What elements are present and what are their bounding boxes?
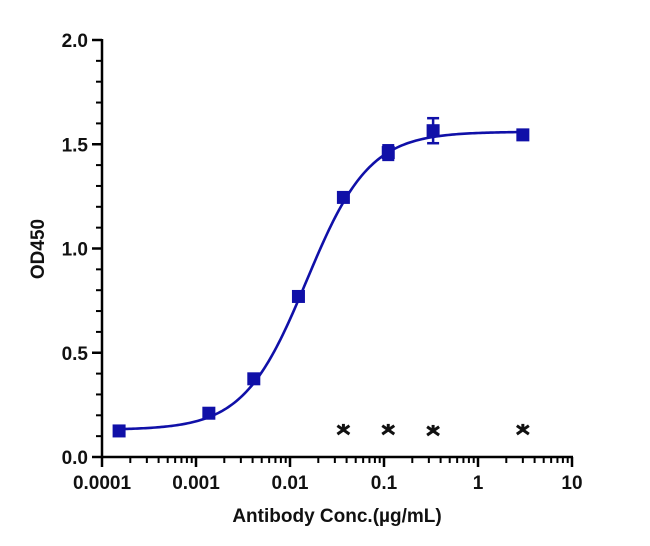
- x-tick-label: 10: [561, 473, 582, 494]
- x-tick-label: 0.01: [272, 473, 309, 494]
- series-control: [336, 423, 530, 437]
- data-point-square: [516, 128, 530, 142]
- x-tick-label: 0.0001: [73, 473, 132, 494]
- data-point-asterisk: [515, 423, 530, 436]
- y-tick-label: 2.0: [62, 31, 88, 52]
- data-point-asterisk: [336, 423, 351, 436]
- series-antibody: [112, 116, 530, 438]
- plot-area: [112, 116, 530, 438]
- data-point-square: [426, 124, 440, 138]
- y-tick-label: 1.0: [62, 240, 88, 261]
- y-axis: 0.0 0.5 1.0 1.5 2.0: [62, 31, 104, 469]
- data-point-square: [247, 372, 261, 386]
- y-axis-title: OD450: [28, 219, 49, 279]
- data-point-square: [291, 289, 305, 303]
- y-tick-label: 0.0: [62, 448, 88, 469]
- x-axis: 0.0001 0.001 0.01 0.1 1 10: [73, 455, 583, 494]
- data-point-asterisk: [381, 423, 396, 436]
- data-point-square: [381, 146, 395, 160]
- x-tick-label: 0.001: [172, 473, 220, 494]
- x-axis-title: Antibody Conc.(µg/mL): [232, 506, 441, 527]
- y-tick-label: 0.5: [62, 344, 89, 365]
- data-point-square: [202, 406, 216, 420]
- x-tick-label: 1: [473, 473, 484, 494]
- data-point-square: [336, 190, 350, 204]
- y-tick-label: 1.5: [62, 135, 89, 156]
- fit-curve: [119, 130, 523, 431]
- data-point-square: [112, 424, 126, 438]
- data-point-asterisk: [426, 424, 440, 437]
- x-tick-label: 0.1: [371, 473, 398, 494]
